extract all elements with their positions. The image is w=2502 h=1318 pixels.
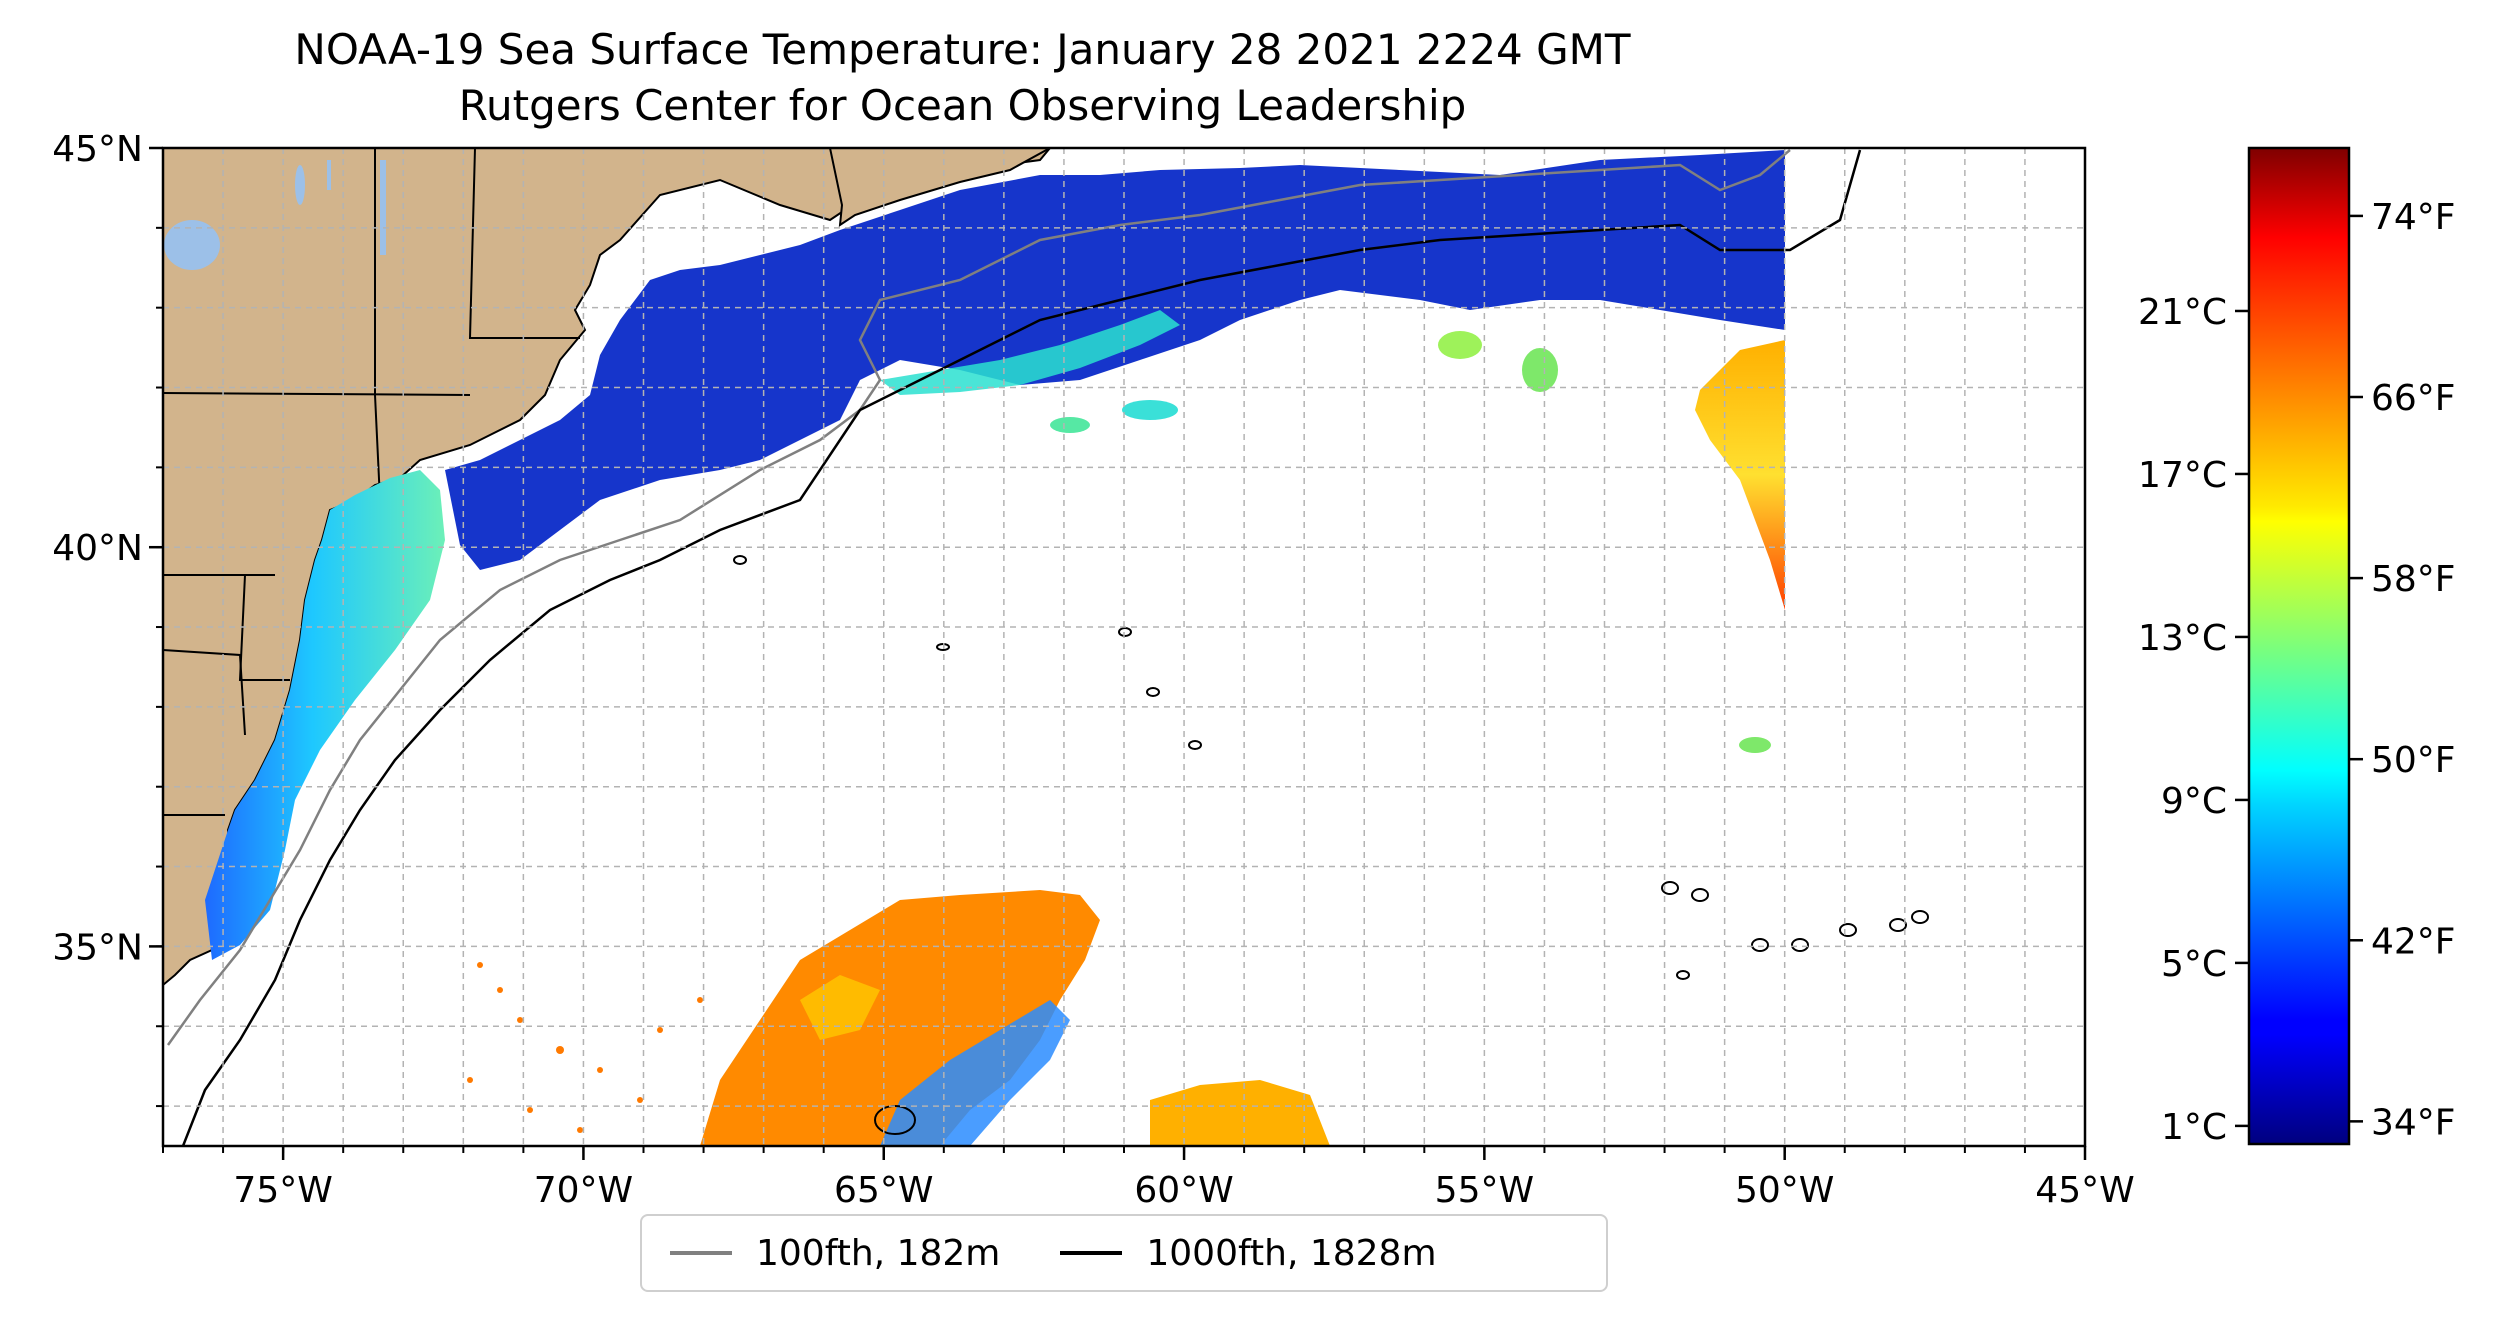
sst-scatter-warm [467, 962, 703, 1133]
sst-patches [1050, 331, 1771, 753]
lat-tick-label: 45°N [52, 129, 143, 170]
lon-tick-label: 65°W [834, 1170, 933, 1211]
map-subtitle: Rutgers Center for Ocean Observing Leade… [458, 81, 1467, 130]
legend-swatch-100fth [670, 1251, 732, 1255]
sst-warm-eddy-50w [1695, 340, 1785, 610]
celsius-tick-label: 9°C [2161, 781, 2227, 822]
fahrenheit-tick-label: 58°F [2371, 559, 2456, 600]
sst-warm-patch-55w [1150, 1080, 1330, 1146]
legend-label-1000fth: 1000fth, 1828m [1146, 1232, 1437, 1274]
sst-shelf-water [205, 470, 445, 960]
isobath-1000fth [181, 149, 1862, 1146]
isobath-100fth [166, 149, 1791, 1046]
lon-tick-label: 50°W [1735, 1170, 1834, 1211]
fahrenheit-tick-label: 74°F [2371, 197, 2456, 238]
lon-tick-label: 70°W [534, 1170, 633, 1211]
colorbar-fahrenheit-axis: 34°F 42°F 50°F 58°F 66°F 74°F [2349, 197, 2456, 1143]
sst-gulf-of-maine [445, 150, 1785, 570]
sst-gulf-stream-mix [800, 975, 880, 1040]
celsius-tick-label: 1°C [2161, 1107, 2227, 1148]
legend-swatch-1000fth [1060, 1251, 1123, 1255]
legend-item-100fth: 100fth, 182m [670, 1233, 1000, 1274]
fahrenheit-tick-label: 66°F [2371, 378, 2456, 419]
lat-tick-label: 35°N [52, 927, 143, 968]
isobath-legend: 100fth, 182m 1000fth, 1828m [640, 1214, 1608, 1292]
lon-tick-label: 45°W [2035, 1170, 2134, 1211]
land-nova-scotia [828, 148, 1051, 228]
celsius-tick-label: 13°C [2138, 618, 2227, 659]
colorbar [2247, 146, 2351, 1146]
celsius-tick-label: 21°C [2138, 292, 2227, 333]
lat-tick-label: 40°N [52, 528, 143, 569]
lon-tick-label: 60°W [1134, 1170, 1233, 1211]
lon-tick-label: 75°W [233, 1170, 332, 1211]
gridlines [163, 148, 2085, 1146]
fahrenheit-tick-label: 42°F [2371, 921, 2456, 962]
colorbar-celsius-axis: 1°C 5°C 9°C 13°C 17°C 21°C [2138, 292, 2249, 1148]
seamounts [733, 555, 1929, 1135]
latitude-axis: 45°N 40°N 35°N [52, 129, 163, 1108]
fahrenheit-tick-label: 34°F [2371, 1102, 2456, 1143]
map-area [163, 148, 2085, 1146]
longitude-axis: 75°W 70°W 65°W 60°W 55°W 50°W 45°W [162, 1146, 2135, 1211]
map-title: NOAA-19 Sea Surface Temperature: January… [294, 25, 1631, 74]
lakes [164, 160, 386, 270]
sst-slope-front [880, 310, 1180, 395]
fahrenheit-tick-label: 50°F [2371, 740, 2456, 781]
sst-gulf-stream-cool [880, 1000, 1070, 1146]
celsius-tick-label: 5°C [2161, 944, 2227, 985]
celsius-tick-label: 17°C [2138, 455, 2227, 496]
legend-item-1000fth: 1000fth, 1828m [1060, 1232, 1437, 1274]
lon-tick-label: 55°W [1435, 1170, 1534, 1211]
state-boundaries [163, 148, 580, 816]
legend-label-100fth: 100fth, 182m [756, 1232, 1001, 1274]
